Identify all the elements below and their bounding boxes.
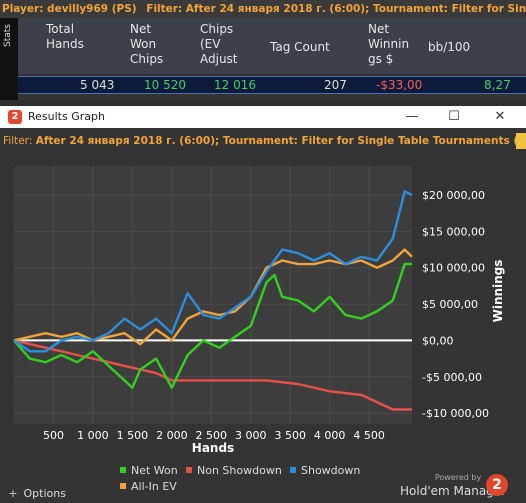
brand-name: Hold'em Manager — [400, 484, 507, 498]
y-tick-label: $15 000,00 — [422, 225, 485, 238]
chart-series — [13, 190, 413, 411]
y-tick-labels: $20 000,00 $15 000,00 $10 000,00 $5 000,00 $… — [422, 189, 489, 420]
legend-non-showdown[interactable]: Non Showdown — [186, 464, 282, 477]
options-toggle[interactable]: + Options — [0, 484, 90, 503]
header-chips-ev[interactable]: Chips (EV Adjust — [200, 22, 238, 66]
legend-label: Showdown — [301, 464, 361, 477]
header-tag-count[interactable]: Tag Count — [270, 40, 330, 54]
x-tick-labels: 500 1 000 1 500 2 000 2 500 3 000 3 500 4 000 4 … — [43, 429, 385, 442]
results-chart[interactable]: $20 000,00 $15 000,00 $10 000,00 $5 000,00 $… — [0, 150, 526, 460]
x-tick-label: 3 000 — [235, 429, 267, 442]
cell-net-won: 10 520 — [144, 78, 186, 92]
series-line-non-showdown — [13, 339, 412, 411]
header-bb100[interactable]: bb/100 — [428, 40, 471, 54]
stats-tab[interactable]: Stats — [0, 18, 18, 100]
cell-bb100: 8,27 — [484, 78, 511, 92]
legend-net-won[interactable]: Net Won — [120, 464, 178, 477]
legend-label: Non Showdown — [197, 464, 282, 477]
legend-swatch — [290, 467, 296, 473]
x-tick-label: 4 500 — [353, 429, 385, 442]
stats-row[interactable]: 5 043 10 520 12 016 207 -$33,00 8,27 — [18, 76, 526, 94]
cell-total-hands: 5 043 — [80, 78, 115, 92]
series-line-showdown — [13, 190, 413, 353]
minimize-button[interactable]: — — [405, 109, 419, 124]
header-total-hands[interactable]: Total Hands — [46, 22, 84, 51]
powered-by-text: Powered by — [434, 473, 482, 482]
stats-tab-label: Stats — [3, 24, 13, 47]
legend-label: All-In EV — [131, 480, 177, 493]
y-tick-label: $10 000,00 — [422, 262, 485, 275]
graph-filter-bar[interactable]: Filter: After 24 января 2018 г. (6:00); … — [0, 133, 526, 149]
legend-label: Net Won — [131, 464, 178, 477]
hm-badge-icon: 2 — [486, 474, 508, 496]
series-line-net-won — [13, 262, 412, 389]
x-tick-label: 2 000 — [156, 429, 188, 442]
y-axis-label: Winnings — [491, 260, 505, 323]
legend-swatch — [120, 483, 126, 489]
results-graph-window: 2 Results Graph — ☐ ✕ Filter: After 24 я… — [0, 106, 526, 503]
y-tick-label: -$10 000,00 — [422, 407, 489, 420]
cell-net-winnings: -$33,00 — [376, 78, 423, 92]
legend-all-in-ev[interactable]: All-In EV — [120, 480, 177, 493]
graph-filter-label: Filter: — [3, 135, 36, 147]
y-tick-label: -$5 000,00 — [422, 371, 482, 384]
x-tick-label: 1 000 — [77, 429, 109, 442]
header-net-won-chips[interactable]: Net Won Chips — [130, 22, 164, 66]
maximize-button[interactable]: ☐ — [448, 109, 460, 124]
series-line-all-in-ev — [13, 248, 413, 346]
hm-logo-icon: 2 — [8, 110, 22, 124]
legend-swatch — [186, 467, 192, 473]
y-tick-label: $0,00 — [422, 334, 454, 347]
stats-table: Total Hands Net Won Chips Chips (EV Adju… — [18, 18, 526, 100]
player-label[interactable]: Player: devilly969 (PS) — [2, 3, 137, 15]
cell-tag-count: 207 — [324, 78, 347, 92]
x-tick-label: 4 000 — [314, 429, 346, 442]
y-tick-label: $5 000,00 — [422, 298, 478, 311]
window-title: Results Graph — [28, 110, 105, 123]
window-titlebar[interactable]: 2 Results Graph — ☐ ✕ — [0, 106, 526, 128]
x-axis-label: Hands — [192, 441, 234, 455]
filter-label[interactable]: Filter: After 24 января 2018 г. (6:00); … — [146, 3, 526, 15]
cell-chips-ev: 12 016 — [214, 78, 256, 92]
legend-swatch — [120, 467, 126, 473]
x-tick-label: 3 500 — [274, 429, 306, 442]
y-tick-label: $20 000,00 — [422, 189, 485, 202]
plus-icon: + — [8, 487, 18, 500]
player-filter-bar: Player: devilly969 (PS) Filter: After 24… — [0, 0, 526, 18]
x-tick-label: 500 — [43, 429, 64, 442]
plot-area — [14, 166, 412, 424]
x-tick-label: 1 500 — [117, 429, 149, 442]
close-button[interactable]: ✕ — [494, 109, 506, 124]
header-net-winnings[interactable]: Net Winnin gs $ — [368, 22, 410, 66]
graph-filter-text: After 24 января 2018 г. (6:00); Tourname… — [35, 135, 526, 147]
stats-header: Total Hands Net Won Chips Chips (EV Adju… — [18, 18, 526, 74]
filter-highlight — [516, 133, 526, 149]
options-label: Options — [23, 487, 66, 500]
legend-showdown[interactable]: Showdown — [290, 464, 360, 477]
x-tick-label: 2 500 — [196, 429, 228, 442]
